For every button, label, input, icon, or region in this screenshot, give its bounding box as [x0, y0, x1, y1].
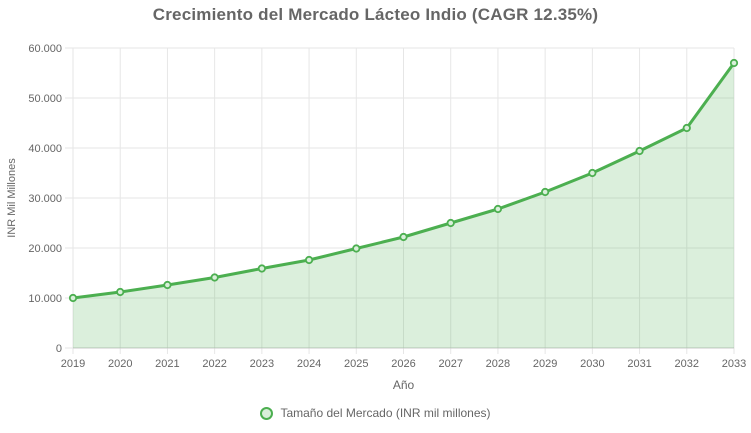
- y-tick-label: 50.000: [28, 93, 62, 105]
- data-point[interactable]: [399, 232, 408, 242]
- data-point[interactable]: [541, 187, 550, 197]
- data-point[interactable]: [68, 293, 78, 303]
- x-tick-label: 2027: [438, 358, 462, 370]
- x-tick-label: 2022: [202, 358, 226, 370]
- y-tick-label: 10.000: [28, 293, 62, 305]
- data-point[interactable]: [257, 264, 266, 273]
- x-tick-label: 2020: [108, 358, 132, 370]
- x-tick-label: 2031: [627, 358, 651, 370]
- y-tick-label: 0: [56, 343, 62, 355]
- x-tick-label: 2021: [155, 358, 179, 370]
- y-axis-title: INR Mil Millones: [6, 158, 18, 238]
- x-tick-label: 2026: [391, 358, 415, 370]
- x-tick-label: 2025: [344, 358, 368, 370]
- y-tick-label: 30.000: [28, 193, 62, 205]
- y-tick-label: 40.000: [28, 143, 62, 155]
- data-point[interactable]: [682, 123, 691, 133]
- x-tick-label: 2029: [533, 358, 557, 370]
- data-point[interactable]: [210, 273, 219, 282]
- data-point[interactable]: [635, 146, 644, 156]
- legend-point-marker-icon: [260, 406, 274, 420]
- data-point[interactable]: [116, 287, 125, 297]
- legend-item[interactable]: Tamaño del Mercado (INR mil millones): [0, 404, 751, 422]
- data-point[interactable]: [304, 255, 314, 265]
- data-point[interactable]: [588, 168, 597, 178]
- data-point[interactable]: [729, 58, 739, 68]
- chart-title: Crecimiento del Mercado Lácteo Indio (CA…: [152, 5, 599, 24]
- x-tick-label: 2033: [722, 358, 746, 370]
- x-axis-title: Año: [392, 378, 415, 392]
- data-point[interactable]: [446, 218, 455, 228]
- x-tick-label: 2019: [61, 358, 85, 370]
- x-tick-label: 2024: [297, 358, 321, 370]
- data-point[interactable]: [493, 204, 503, 214]
- area-fill: [73, 63, 734, 348]
- x-tick-label: 2030: [580, 358, 604, 370]
- y-tick-label: 60.000: [28, 43, 62, 55]
- x-tick-label: 2023: [250, 358, 274, 370]
- legend-label: Tamaño del Mercado (INR mil millones): [280, 406, 491, 420]
- data-point[interactable]: [352, 244, 361, 253]
- data-point[interactable]: [163, 280, 172, 290]
- y-tick-label: 20.000: [28, 243, 62, 255]
- x-tick-label: 2028: [486, 358, 510, 370]
- x-tick-label: 2032: [675, 358, 699, 370]
